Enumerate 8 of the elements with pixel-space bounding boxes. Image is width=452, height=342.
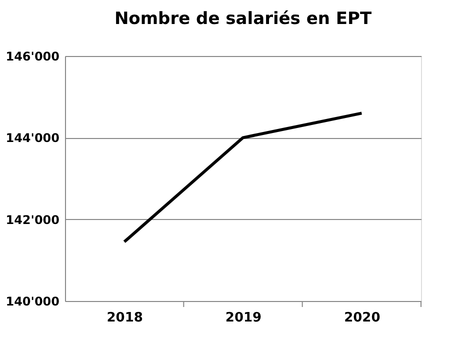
y-tick-label: 142'000 xyxy=(6,212,60,227)
chart-title: Nombre de salariés en EPT xyxy=(114,9,372,29)
x-tick-label: 2018 xyxy=(106,310,143,326)
y-tick-label: 144'000 xyxy=(6,131,60,146)
x-tick-label: 2019 xyxy=(225,310,262,326)
y-tick-label: 146'000 xyxy=(6,50,60,64)
y-tick-label: 140'000 xyxy=(6,294,60,308)
x-tick-label: 2020 xyxy=(344,310,380,326)
